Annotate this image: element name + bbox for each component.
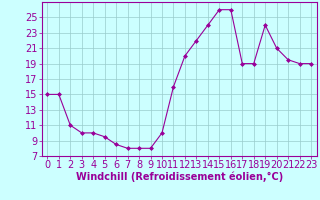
- X-axis label: Windchill (Refroidissement éolien,°C): Windchill (Refroidissement éolien,°C): [76, 172, 283, 182]
